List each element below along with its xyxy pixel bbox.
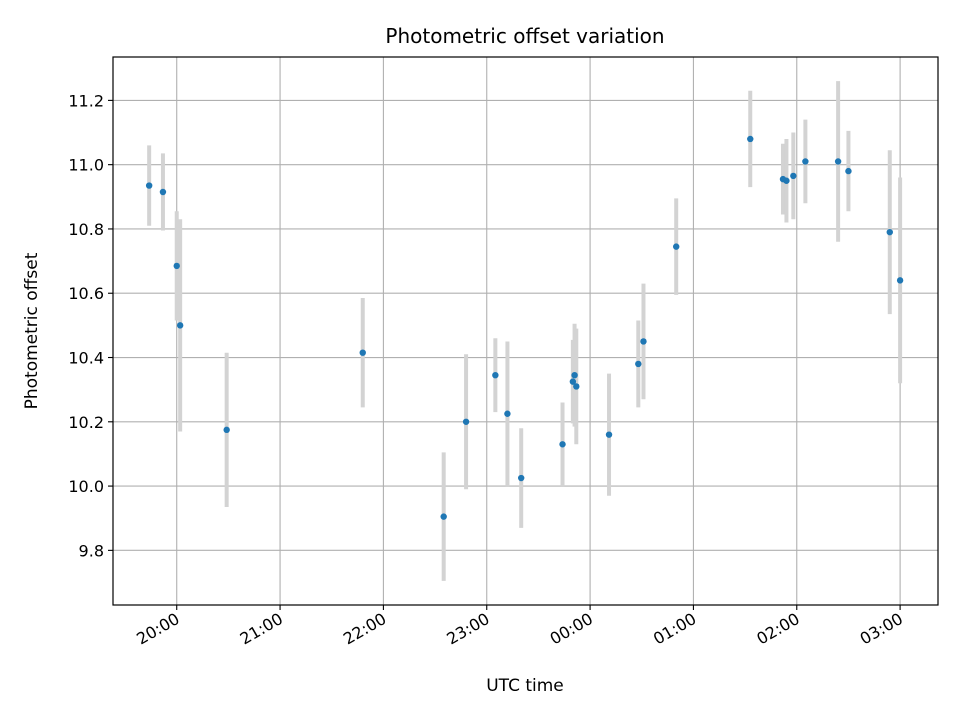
y-axis-ticks: 9.8 10.0 10.2 10.4 10.6 10.8 11.0 11.2 — [68, 91, 113, 560]
x-axis-label: UTC time — [486, 676, 564, 696]
point-layer — [145, 135, 904, 520]
data-point — [559, 441, 566, 448]
y-axis-label: Photometric offset — [22, 252, 42, 409]
data-point — [747, 135, 754, 143]
data-point — [440, 513, 447, 520]
data-point — [802, 158, 809, 165]
y-tick-label: 10.8 — [68, 220, 104, 239]
data-point — [845, 167, 852, 175]
data-point — [783, 177, 790, 184]
grid-layer — [113, 57, 938, 605]
data-point — [896, 277, 904, 284]
y-tick-label: 11.2 — [68, 91, 104, 110]
data-point — [159, 188, 167, 196]
chart-title: Photometric offset variation — [385, 24, 664, 48]
data-point — [504, 410, 511, 417]
data-point — [517, 474, 525, 482]
y-tick-label: 10.4 — [68, 349, 104, 368]
data-point — [635, 360, 642, 368]
data-point — [359, 349, 366, 356]
data-point — [886, 228, 893, 236]
data-point — [640, 338, 647, 345]
y-tick-label: 10.0 — [68, 477, 104, 496]
data-point — [573, 383, 580, 390]
data-point — [223, 426, 230, 434]
y-tick-label: 10.2 — [68, 413, 104, 432]
data-point — [571, 371, 578, 379]
data-point — [173, 262, 180, 270]
data-point — [673, 243, 680, 250]
data-point — [176, 322, 184, 329]
plot-frame — [112, 56, 939, 606]
data-point — [569, 378, 577, 385]
y-tick-label: 9.8 — [79, 541, 104, 560]
data-point — [834, 158, 842, 165]
data-point — [790, 172, 797, 180]
y-tick-label: 11.0 — [68, 156, 104, 175]
y-tick-label: 10.6 — [68, 284, 104, 303]
data-point — [605, 431, 613, 438]
data-point — [462, 418, 470, 425]
data-point — [145, 182, 153, 189]
data-point — [492, 371, 499, 379]
